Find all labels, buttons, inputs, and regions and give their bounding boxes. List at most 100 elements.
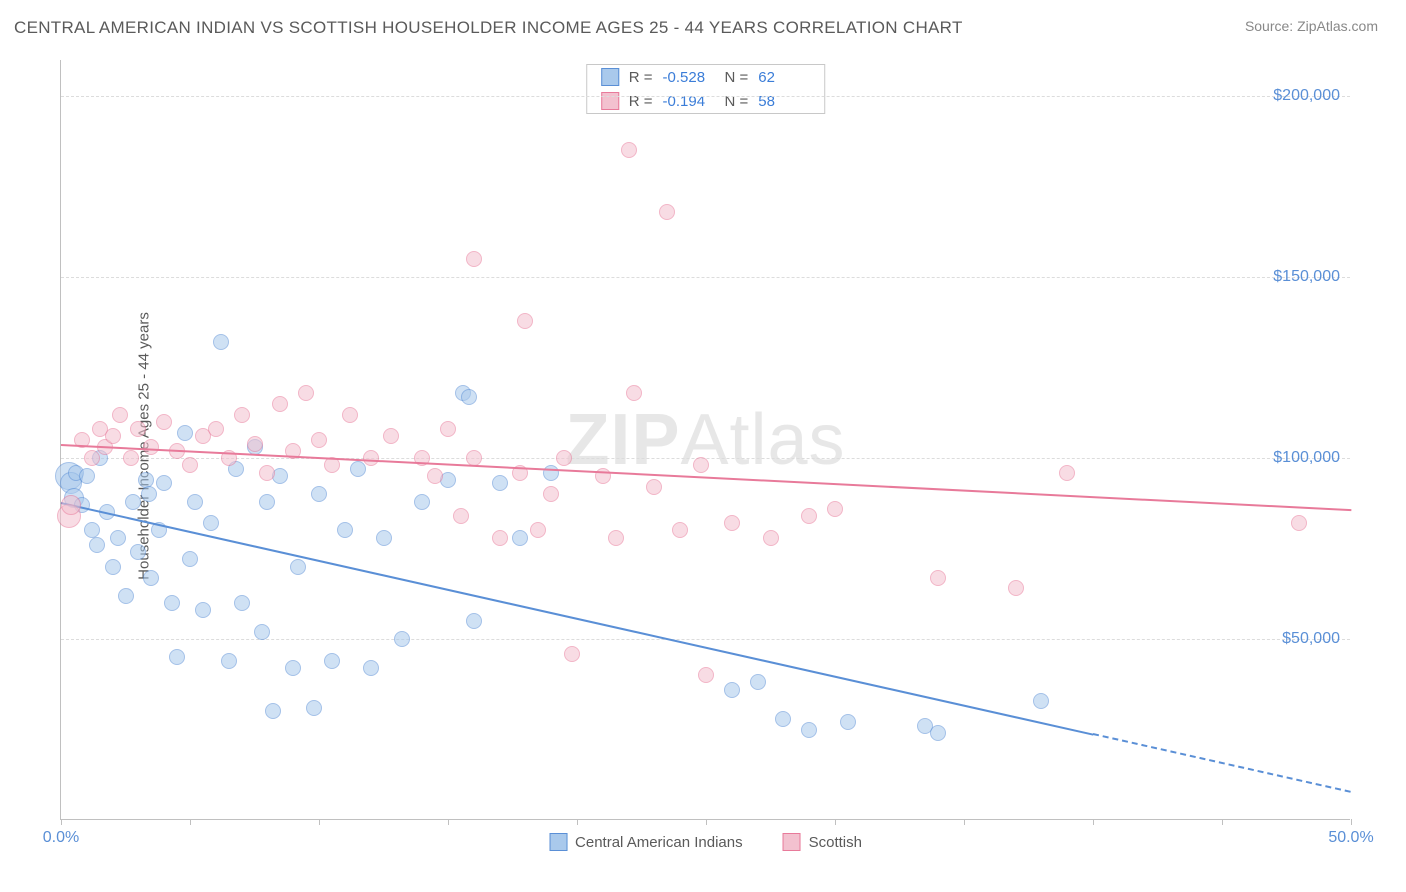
- source-link[interactable]: ZipAtlas.com: [1297, 18, 1378, 34]
- data-point: [394, 631, 410, 647]
- data-point: [492, 475, 508, 491]
- data-point: [298, 385, 314, 401]
- legend-stats-row: R = -0.194 N = 58: [587, 89, 825, 113]
- trend-line: [61, 444, 1351, 511]
- data-point: [492, 530, 508, 546]
- data-point: [517, 313, 533, 329]
- legend-series: Central American Indians Scottish: [549, 833, 862, 851]
- data-point: [213, 334, 229, 350]
- data-point: [306, 700, 322, 716]
- data-point: [466, 613, 482, 629]
- data-point: [195, 602, 211, 618]
- data-point: [376, 530, 392, 546]
- legend-stats: R = -0.528 N = 62 R = -0.194 N = 58: [586, 64, 826, 114]
- data-point: [461, 389, 477, 405]
- data-point: [750, 674, 766, 690]
- gridline: [61, 277, 1350, 278]
- x-tick: [835, 819, 836, 825]
- data-point: [840, 714, 856, 730]
- data-point: [259, 465, 275, 481]
- watermark-a: ZIP: [565, 400, 680, 480]
- legend-swatch: [601, 68, 619, 86]
- data-point: [827, 501, 843, 517]
- data-point: [626, 385, 642, 401]
- data-point: [543, 465, 559, 481]
- x-tick-label: 0.0%: [43, 829, 79, 847]
- legend-swatch: [601, 92, 619, 110]
- data-point: [801, 508, 817, 524]
- legend-label: Scottish: [809, 834, 862, 851]
- data-point: [247, 436, 263, 452]
- data-point: [143, 570, 159, 586]
- x-tick: [1093, 819, 1094, 825]
- data-point: [646, 479, 662, 495]
- data-point: [259, 494, 275, 510]
- data-point: [556, 450, 572, 466]
- data-point: [466, 251, 482, 267]
- y-tick-label: $200,000: [1273, 87, 1340, 105]
- data-point: [182, 457, 198, 473]
- data-point: [285, 660, 301, 676]
- trend-line-dashed: [1093, 733, 1351, 793]
- x-tick: [190, 819, 191, 825]
- data-point: [1033, 693, 1049, 709]
- x-tick: [61, 819, 62, 825]
- data-point: [930, 570, 946, 586]
- data-point: [1008, 580, 1024, 596]
- chart-title: CENTRAL AMERICAN INDIAN VS SCOTTISH HOUS…: [14, 18, 963, 38]
- data-point: [775, 711, 791, 727]
- data-point: [724, 515, 740, 531]
- data-point: [105, 428, 121, 444]
- data-point: [265, 703, 281, 719]
- data-point: [621, 142, 637, 158]
- data-point: [141, 486, 157, 502]
- data-point: [311, 432, 327, 448]
- x-tick: [1222, 819, 1223, 825]
- n-value: 62: [758, 69, 810, 86]
- data-point: [156, 414, 172, 430]
- data-point: [123, 450, 139, 466]
- gridline: [61, 96, 1350, 97]
- data-point: [182, 551, 198, 567]
- data-point: [112, 407, 128, 423]
- plot-area: ZIPAtlas R =-0.528N =62R =-0.194N =58 Ce…: [60, 60, 1350, 820]
- r-value: -0.528: [663, 69, 715, 86]
- legend-item: Central American Indians: [549, 833, 743, 851]
- data-point: [187, 494, 203, 510]
- data-point: [608, 530, 624, 546]
- data-point: [221, 653, 237, 669]
- data-point: [363, 660, 379, 676]
- r-value: -0.194: [663, 93, 715, 110]
- r-label: R =: [629, 93, 653, 110]
- data-point: [169, 649, 185, 665]
- data-point: [324, 653, 340, 669]
- n-label: N =: [725, 93, 749, 110]
- data-point: [350, 461, 366, 477]
- n-value: 58: [758, 93, 810, 110]
- data-point: [337, 522, 353, 538]
- data-point: [143, 439, 159, 455]
- x-tick: [319, 819, 320, 825]
- data-point: [512, 530, 528, 546]
- data-point: [363, 450, 379, 466]
- data-point: [203, 515, 219, 531]
- data-point: [564, 646, 580, 662]
- data-point: [118, 588, 134, 604]
- data-point: [1291, 515, 1307, 531]
- data-point: [383, 428, 399, 444]
- data-point: [61, 495, 81, 515]
- data-point: [208, 421, 224, 437]
- y-tick-label: $50,000: [1282, 630, 1340, 648]
- data-point: [414, 494, 430, 510]
- data-point: [272, 396, 288, 412]
- x-tick: [964, 819, 965, 825]
- data-point: [698, 667, 714, 683]
- data-point: [930, 725, 946, 741]
- data-point: [311, 486, 327, 502]
- data-point: [177, 425, 193, 441]
- legend-stats-row: R =-0.528N =62: [587, 65, 825, 89]
- data-point: [138, 472, 154, 488]
- r-label: R =: [629, 69, 653, 86]
- x-tick: [1351, 819, 1352, 825]
- data-point: [763, 530, 779, 546]
